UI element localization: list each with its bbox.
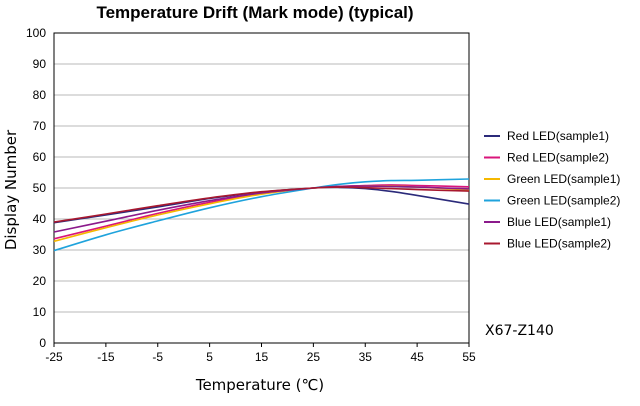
y-tick-label: 20 bbox=[33, 274, 47, 288]
legend-label: Green LED(sample2) bbox=[507, 194, 620, 208]
x-tick-label: -15 bbox=[97, 350, 115, 364]
chart-title: Temperature Drift (Mark mode) (typical) bbox=[96, 3, 413, 22]
y-tick-label: 50 bbox=[33, 181, 47, 195]
x-tick-label: 35 bbox=[359, 350, 373, 364]
legend-label: Red LED(sample1) bbox=[507, 129, 609, 143]
x-tick-label: 25 bbox=[307, 350, 321, 364]
model-annotation: X67-Z140 bbox=[485, 323, 554, 339]
y-tick-label: 0 bbox=[39, 336, 46, 350]
y-tick-label: 100 bbox=[26, 26, 46, 40]
legend-label: Green LED(sample1) bbox=[507, 172, 620, 186]
series-layer bbox=[53, 178, 470, 252]
y-tick-label: 10 bbox=[33, 305, 47, 319]
x-axis-label: Temperature (℃) bbox=[195, 376, 324, 394]
x-tick-label: 15 bbox=[255, 350, 269, 364]
y-tick-label: 70 bbox=[33, 119, 47, 133]
series-line bbox=[53, 186, 470, 223]
y-tick-label: 80 bbox=[33, 88, 47, 102]
y-tick-label: 90 bbox=[33, 57, 47, 71]
x-tick-label: 5 bbox=[206, 350, 213, 364]
y-axis-ticks: 0 10 20 30 40 50 60 70 80 90 100 bbox=[26, 26, 46, 350]
y-tick-label: 30 bbox=[33, 243, 47, 257]
grid-layer bbox=[54, 63, 469, 313]
y-tick-label: 40 bbox=[33, 212, 47, 226]
legend-label: Blue LED(sample1) bbox=[507, 215, 611, 229]
y-axis-label: Display Number bbox=[2, 129, 20, 250]
y-tick-label: 60 bbox=[33, 150, 47, 164]
x-tick-label: 45 bbox=[410, 350, 424, 364]
legend-label: Blue LED(sample2) bbox=[507, 237, 611, 251]
x-tick-label: -25 bbox=[45, 350, 63, 364]
legend: Red LED(sample1) Red LED(sample2) Green LE… bbox=[484, 129, 620, 251]
legend-label: Red LED(sample2) bbox=[507, 151, 609, 165]
x-axis-ticks: -25 -15 -5 5 15 25 35 45 55 bbox=[45, 343, 476, 364]
x-tick-label: 55 bbox=[462, 350, 476, 364]
x-tick-label: -5 bbox=[152, 350, 163, 364]
